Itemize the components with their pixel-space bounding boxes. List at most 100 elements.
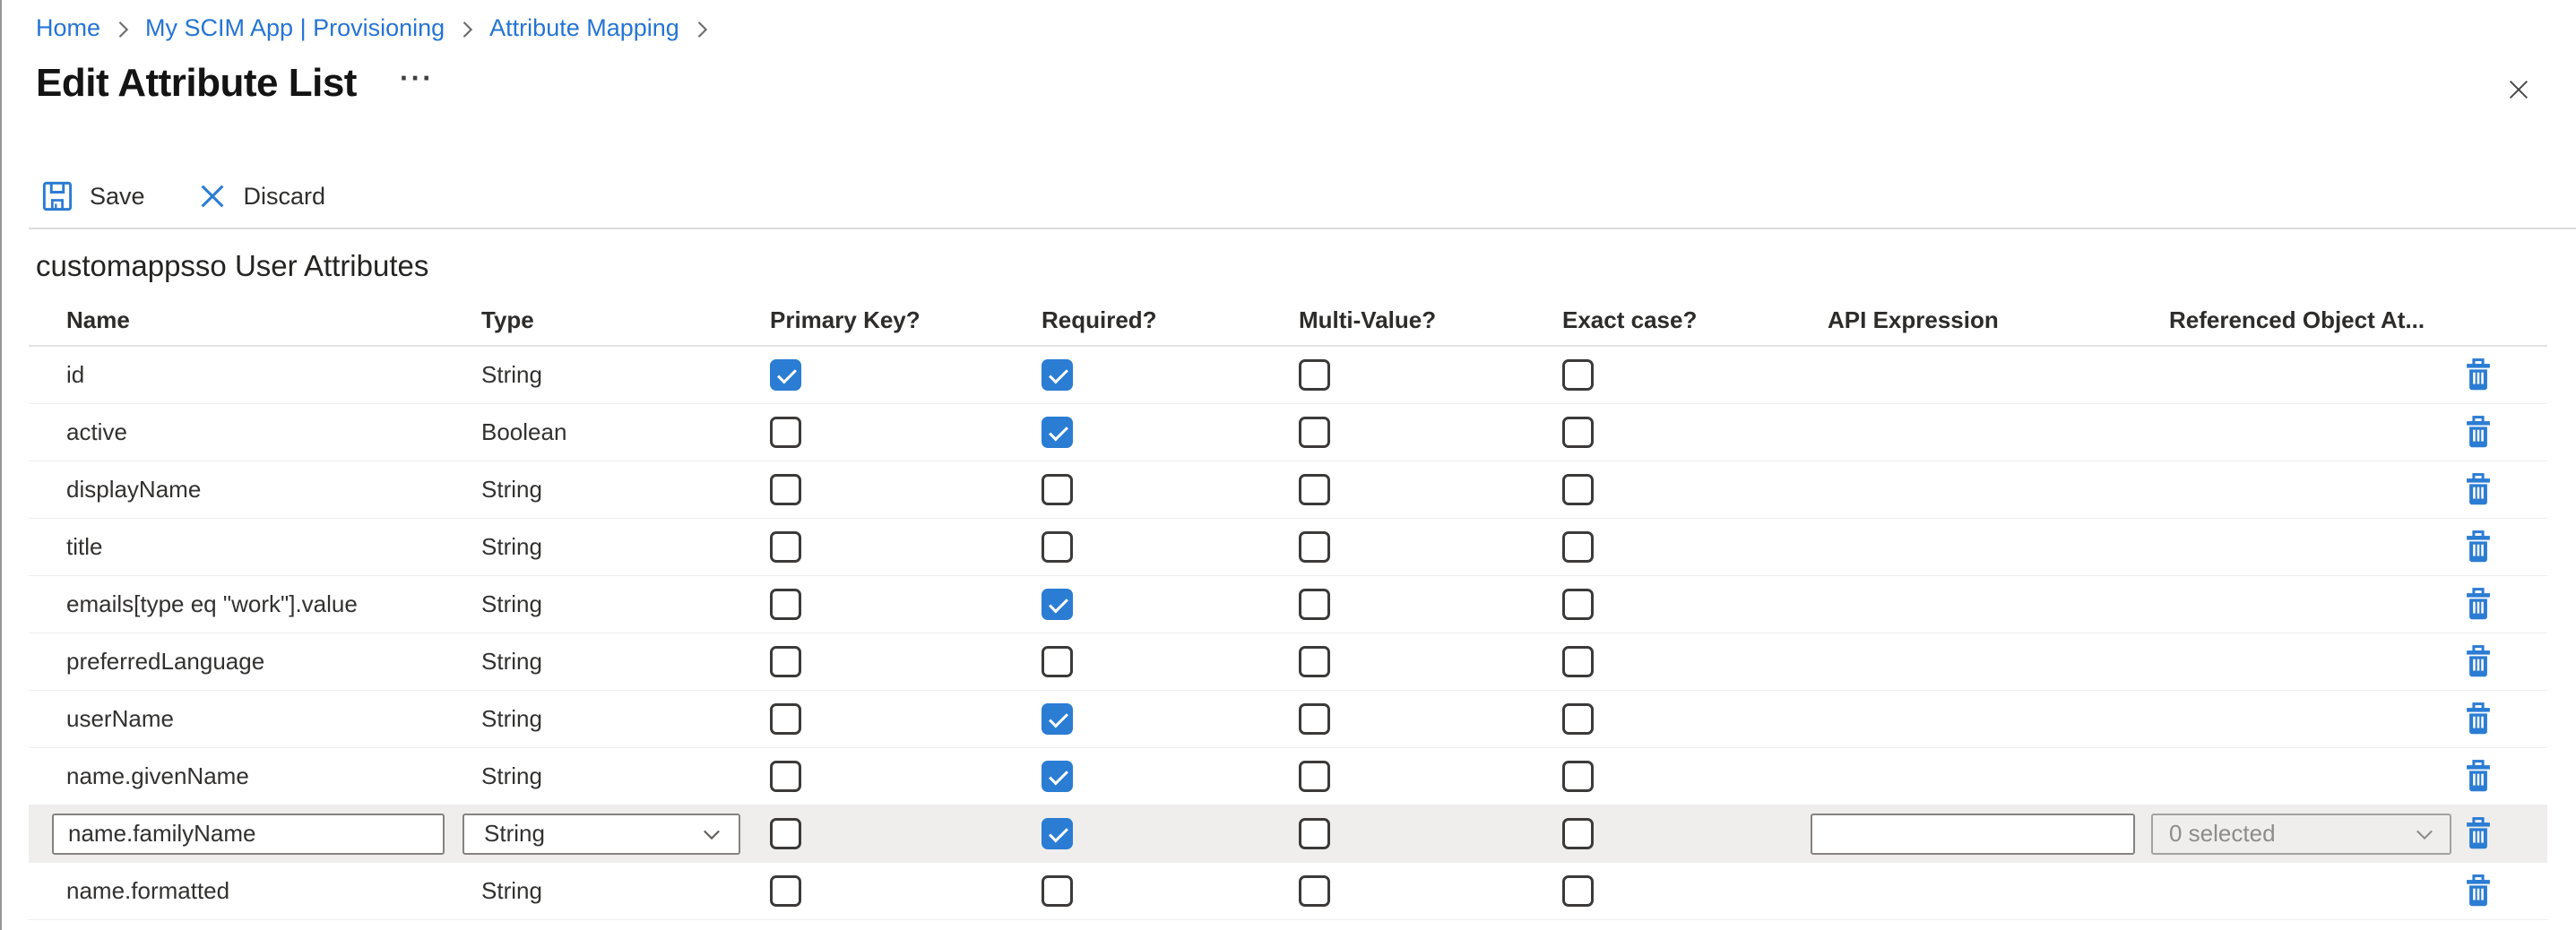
multi-value-checkbox[interactable] [1299, 875, 1330, 907]
required-checkbox[interactable] [1042, 761, 1073, 792]
required-checkbox[interactable] [1042, 417, 1073, 448]
delete-attribute-button[interactable] [2462, 415, 2494, 451]
multi-value-checkbox[interactable] [1299, 761, 1330, 792]
multi-value-checkbox[interactable] [1299, 703, 1330, 735]
breadcrumb: Home My SCIM App | Provisioning Attribute … [36, 14, 712, 42]
multi-value-checkbox[interactable] [1299, 474, 1330, 505]
delete-attribute-button[interactable] [2462, 816, 2494, 852]
primary-key-checkbox[interactable] [770, 589, 801, 620]
attribute-name-input[interactable] [52, 813, 445, 855]
cell-type: String [481, 476, 770, 504]
exact-case-checkbox[interactable] [1562, 875, 1594, 907]
required-checkbox[interactable] [1042, 589, 1073, 620]
column-header-primary-key: Primary Key? [770, 306, 921, 333]
cell-exact-case [1562, 531, 1828, 563]
primary-key-checkbox[interactable] [770, 875, 801, 907]
cell-name: emails[type eq "work"].value [29, 590, 481, 618]
delete-attribute-button[interactable] [2462, 874, 2494, 909]
trash-icon [2462, 472, 2494, 508]
breadcrumb-link[interactable]: Home [36, 14, 101, 41]
exact-case-checkbox[interactable] [1562, 761, 1594, 792]
cell-primary-key [770, 875, 1042, 907]
delete-attribute-button[interactable] [2462, 357, 2494, 393]
cell-type: String [481, 877, 770, 905]
exact-case-checkbox[interactable] [1562, 417, 1594, 448]
column-header-name: Name [66, 306, 130, 333]
attribute-type-select[interactable]: String [462, 813, 740, 855]
exact-case-checkbox[interactable] [1562, 359, 1594, 391]
primary-key-checkbox[interactable] [770, 761, 801, 792]
primary-key-checkbox[interactable] [770, 359, 801, 391]
multi-value-checkbox[interactable] [1299, 359, 1330, 391]
primary-key-checkbox[interactable] [770, 703, 801, 735]
save-button[interactable]: Save [41, 180, 145, 212]
breadcrumb-link[interactable]: My SCIM App | Provisioning [145, 14, 445, 41]
column-header-multi-value: Multi-Value? [1299, 306, 1437, 333]
delete-attribute-button[interactable] [2462, 587, 2494, 623]
more-options-button[interactable]: ··· [399, 61, 434, 94]
multi-value-checkbox[interactable] [1299, 589, 1330, 620]
delete-attribute-button[interactable] [2462, 472, 2494, 508]
required-checkbox[interactable] [1042, 875, 1073, 907]
exact-case-checkbox[interactable] [1562, 646, 1594, 677]
referenced-object-value: 0 selected [2169, 820, 2276, 847]
cell-required [1042, 646, 1299, 677]
primary-key-checkbox[interactable] [770, 474, 801, 505]
exact-case-checkbox[interactable] [1562, 818, 1594, 849]
breadcrumb-link[interactable]: Attribute Mapping [489, 14, 679, 41]
exact-case-checkbox[interactable] [1562, 703, 1594, 735]
cell-delete [2462, 644, 2547, 680]
cell-exact-case [1562, 359, 1828, 391]
required-checkbox[interactable] [1042, 359, 1073, 391]
attribute-type-label: String [481, 877, 542, 904]
cell-exact-case [1562, 417, 1828, 448]
multi-value-checkbox[interactable] [1299, 531, 1330, 563]
exact-case-checkbox[interactable] [1562, 531, 1594, 563]
multi-value-checkbox[interactable] [1299, 818, 1330, 849]
attribute-type-label: String [481, 476, 542, 503]
primary-key-checkbox[interactable] [770, 818, 801, 849]
trash-icon [2462, 816, 2494, 852]
delete-attribute-button[interactable] [2462, 759, 2494, 795]
primary-key-checkbox[interactable] [770, 646, 801, 677]
delete-attribute-button[interactable] [2462, 702, 2494, 737]
delete-attribute-button[interactable] [2462, 644, 2494, 680]
cell-name: name.givenName [29, 762, 481, 790]
cell-exact-case [1562, 589, 1828, 620]
required-checkbox[interactable] [1042, 646, 1073, 677]
multi-value-checkbox[interactable] [1299, 646, 1330, 677]
discard-button[interactable]: Discard [197, 181, 325, 211]
column-header-referenced-object: Referenced Object At... [2169, 306, 2425, 333]
table-row: displayName String [29, 461, 2547, 519]
table-row: preferredLanguage String [29, 633, 2547, 691]
primary-key-checkbox[interactable] [770, 531, 801, 563]
cell-primary-key [770, 761, 1042, 792]
required-checkbox[interactable] [1042, 818, 1073, 849]
cell-name: title [29, 533, 481, 561]
cell-exact-case [1562, 818, 1828, 849]
close-icon [2504, 75, 2533, 104]
exact-case-checkbox[interactable] [1562, 589, 1594, 620]
referenced-object-select[interactable]: 0 selected [2151, 813, 2451, 855]
table-body: id String active Boolean displayName String… [29, 347, 2547, 920]
attribute-name-label: name.givenName [66, 762, 249, 789]
cell-required [1042, 531, 1299, 563]
required-checkbox[interactable] [1042, 703, 1073, 735]
api-expression-input[interactable] [1811, 813, 2135, 855]
trash-icon [2462, 644, 2494, 680]
required-checkbox[interactable] [1042, 474, 1073, 505]
close-button[interactable] [2503, 73, 2535, 106]
required-checkbox[interactable] [1042, 531, 1073, 563]
cell-name: active [29, 418, 481, 446]
cell-type: String [481, 590, 770, 618]
multi-value-checkbox[interactable] [1299, 417, 1330, 448]
cell-required [1042, 359, 1299, 391]
cell-required [1042, 761, 1299, 792]
primary-key-checkbox[interactable] [770, 417, 801, 448]
page-title: Edit Attribute List [36, 61, 357, 105]
delete-attribute-button[interactable] [2462, 530, 2494, 565]
cell-type: Boolean [481, 418, 770, 446]
cell-primary-key [770, 818, 1042, 849]
exact-case-checkbox[interactable] [1562, 474, 1594, 505]
table-row: userName String [29, 691, 2547, 748]
